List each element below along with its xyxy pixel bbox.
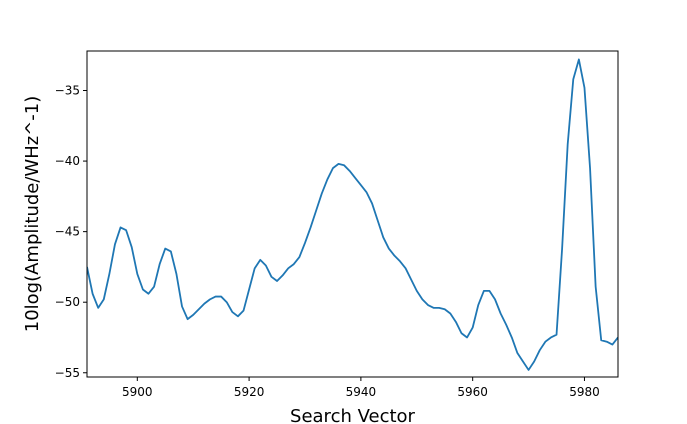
y-axis-label: 10log(Amplitude/WHz^-1) [22, 96, 43, 333]
x-tick-label: 5980 [569, 385, 600, 399]
plot-frame [86, 50, 619, 378]
x-axis-label: Search Vector [290, 406, 416, 424]
y-tick-label: −35 [55, 84, 80, 98]
plot-area [87, 58, 618, 371]
y-tick-label: −45 [55, 225, 80, 239]
series-line [87, 58, 618, 371]
y-tick-label: −55 [55, 366, 80, 380]
x-tick-label: 5960 [457, 385, 488, 399]
y-axis: −35 −40 −45 −50 −55 [55, 84, 87, 380]
x-tick-label: 5940 [346, 385, 377, 399]
x-axis: 5900 5920 5940 5960 5980 [122, 377, 600, 399]
x-tick-label: 5900 [122, 385, 153, 399]
y-tick-label: −50 [55, 295, 80, 309]
x-tick-label: 5920 [234, 385, 265, 399]
y-tick-label: −40 [55, 154, 80, 168]
